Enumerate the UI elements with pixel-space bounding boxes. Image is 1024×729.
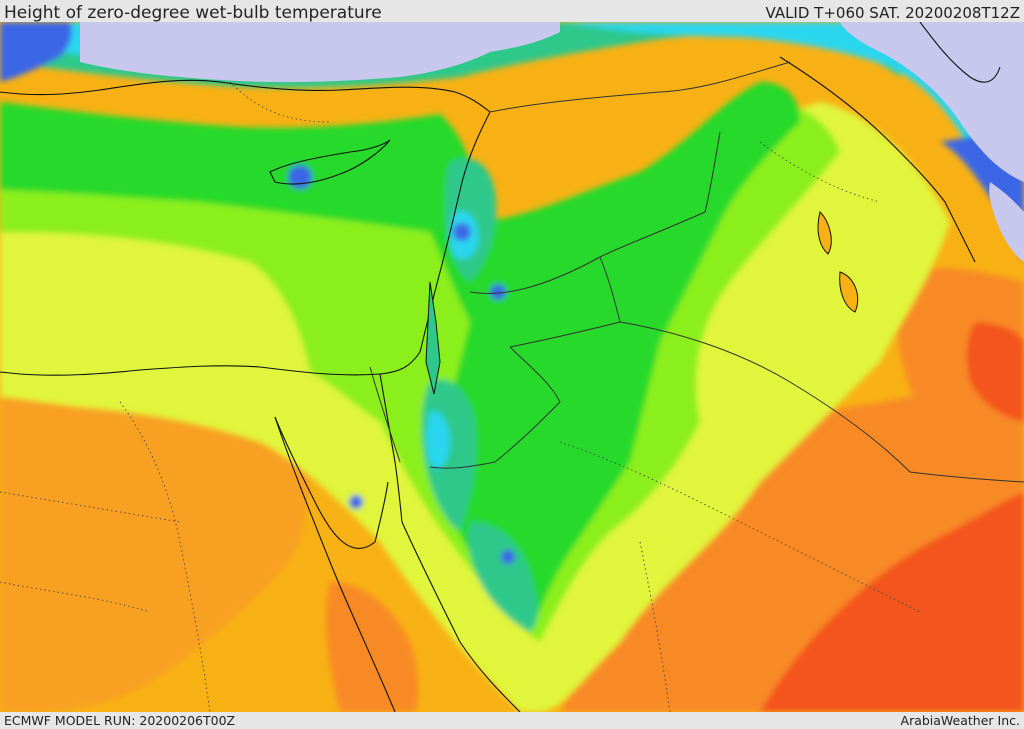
dead-sea: [425, 281, 441, 395]
lake-tharthar: [817, 211, 832, 255]
field-redorange-southeast: [760, 492, 1024, 712]
field-blue-jordan: [490, 284, 506, 300]
field-orange-west: [0, 370, 312, 712]
country-borders: [369, 61, 1024, 483]
field-cyan-jordan: [426, 411, 450, 469]
field-blue-northwest: [0, 22, 72, 82]
admin-borders: [0, 81, 921, 712]
valid-time-label: VALID T+060 SAT. 20200208T12Z: [765, 4, 1020, 22]
footer-bar: ECMWF MODEL RUN: 20200206T00Z ArabiaWeat…: [0, 712, 1024, 729]
field-lavender-northeast: [840, 22, 1024, 182]
field-cyan-northeast: [560, 22, 1024, 212]
field-blue-cyprus: [288, 165, 312, 189]
field-lavender-north: [80, 22, 560, 83]
field-orange-redsea: [325, 582, 419, 712]
field-teal-hejaz: [468, 522, 538, 632]
field-blue-sinai: [349, 495, 363, 509]
field-blue-lebanon: [453, 223, 471, 241]
coastlines: [0, 22, 1001, 712]
field-green: [0, 82, 800, 632]
map-title: Height of zero-degree wet-bulb temperatu…: [4, 3, 382, 23]
field-blue-hejaz: [501, 550, 515, 564]
lake-razzaza: [839, 271, 859, 313]
field-redorange-east: [966, 322, 1024, 422]
model-run-label: ECMWF MODEL RUN: 20200206T00Z: [4, 713, 236, 728]
weather-map[interactable]: [0, 22, 1024, 712]
field-lavender-east: [989, 182, 1024, 262]
header-bar: Height of zero-degree wet-bulb temperatu…: [0, 0, 1024, 23]
credit-label: ArabiaWeather Inc.: [900, 713, 1020, 728]
